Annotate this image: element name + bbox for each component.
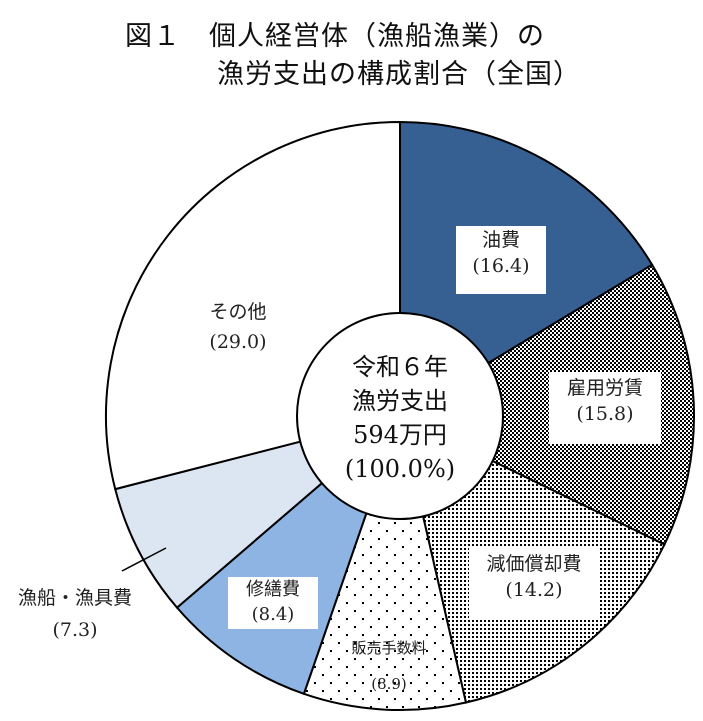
label-depreciation-value: (14.2): [505, 578, 563, 601]
label-other: その他 (29.0): [188, 297, 288, 357]
label-repair-name: 修繕費: [246, 579, 300, 600]
label-fuel-value: (16.4): [472, 254, 530, 277]
center-caption: 漁労支出: [352, 387, 448, 415]
label-boat-gear-value: (7.3): [52, 619, 98, 641]
label-depreciation: 減価償却費 (14.2): [469, 546, 599, 620]
label-wages-value: (15.8): [576, 402, 634, 425]
label-wages-name: 雇用労賃: [566, 377, 643, 399]
label-wages: 雇用労賃 (15.8): [549, 372, 661, 444]
center-year: 令和６年: [352, 353, 448, 381]
label-sales-commission-value: (8.9): [371, 675, 407, 693]
center-summary: 令和６年 漁労支出 594万円 (100.0%): [300, 350, 500, 486]
label-boat-gear: 漁船・漁具費 (7.3): [0, 582, 150, 646]
label-other-value: (29.0): [209, 331, 267, 353]
label-boat-gear-name: 漁船・漁具費: [17, 587, 132, 609]
chart-title-line2: 漁労支出の構成割合（全国）: [217, 59, 581, 90]
slice-1: [397, 263, 695, 546]
label-fuel: 油費 (16.4): [456, 226, 546, 294]
center-percent: (100.0%): [344, 455, 456, 483]
leader-line-gyosen: [121, 547, 167, 572]
label-repair-value: (8.4): [251, 604, 295, 625]
label-fuel-name: 油費: [481, 229, 520, 251]
label-other-name: その他: [209, 301, 267, 323]
label-depreciation-name: 減価償却費: [486, 553, 582, 575]
label-sales-commission: 販売手数料 (8.9): [334, 630, 444, 702]
slice-3: [302, 412, 468, 711]
label-repair: 修繕費 (8.4): [228, 577, 318, 629]
label-sales-commission-name: 販売手数料: [351, 639, 427, 657]
donut-hole: [296, 312, 504, 520]
chart-title-line1: 図１ 個人経営体（漁船漁業）の: [125, 21, 545, 52]
center-total: 594万円: [353, 421, 447, 449]
